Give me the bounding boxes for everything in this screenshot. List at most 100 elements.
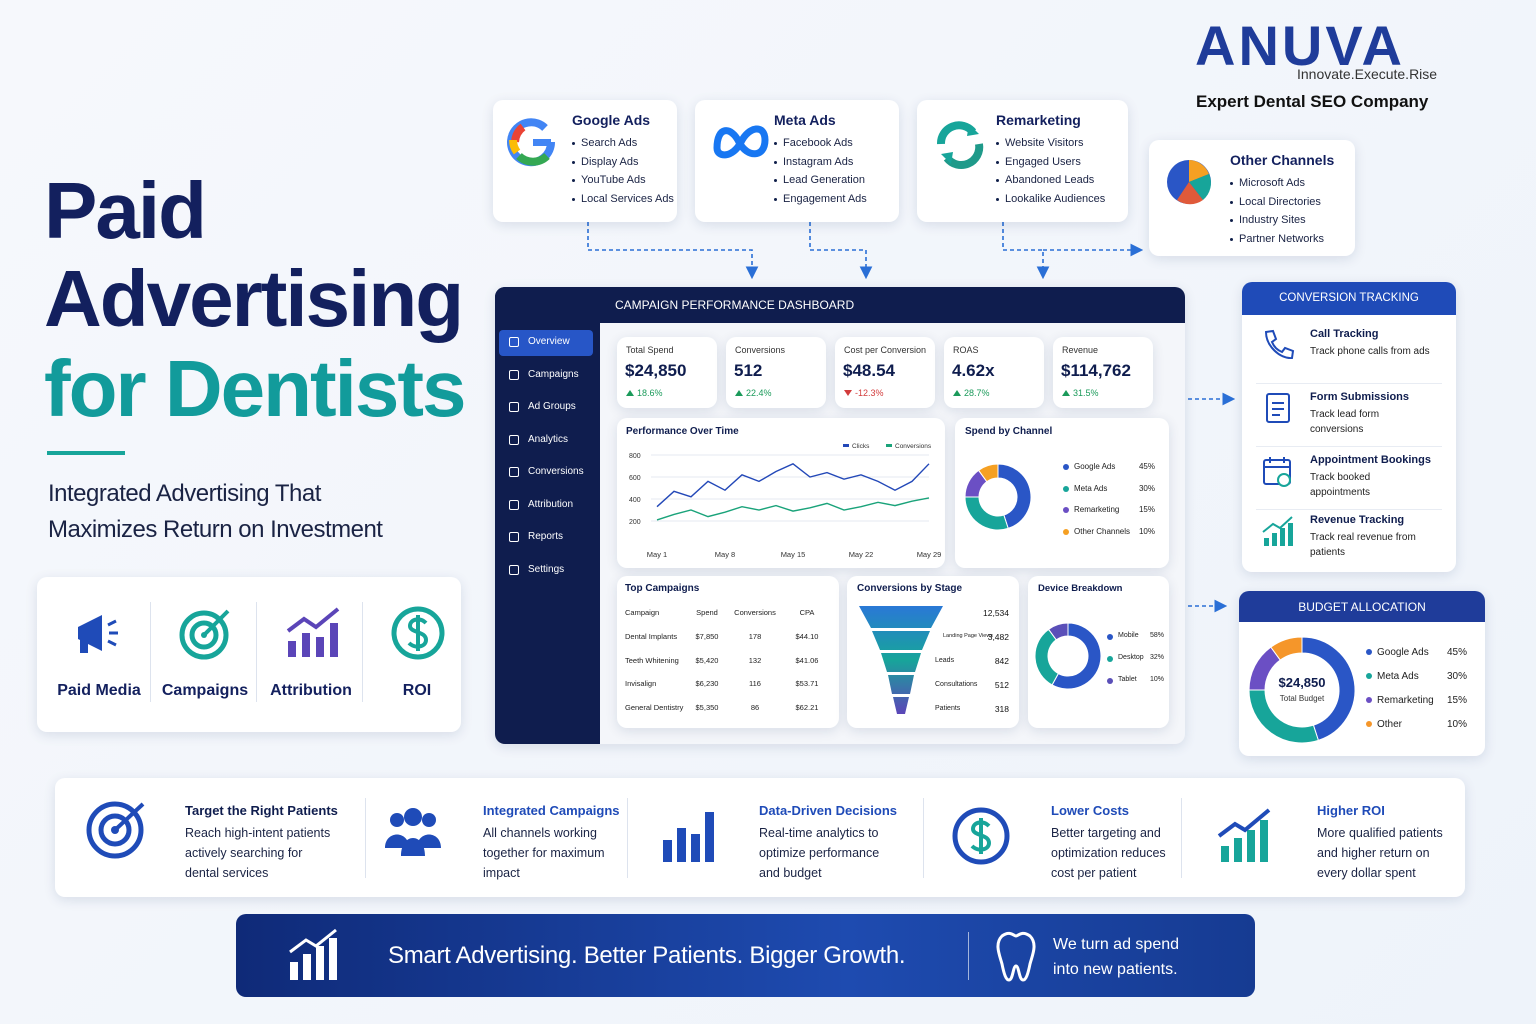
channel-icon	[713, 125, 769, 159]
stage-count: 318	[994, 704, 1009, 714]
nav-icon	[509, 337, 519, 347]
panel-title: Spend by Channel	[965, 426, 1053, 437]
conversion-panel: CONVERSION TRACKING Call Tracking Track ph…	[1242, 282, 1456, 572]
kpi-card: Revenue $114,762 31.5%	[1053, 337, 1153, 408]
channel-item: Industry Sites	[1229, 214, 1306, 226]
tracking-text: Track real revenue from patients	[1310, 532, 1416, 558]
pillar-icon	[179, 609, 230, 660]
table-header: Campaign	[625, 608, 660, 617]
hero-title: Advertising	[44, 254, 464, 343]
tracking-icon	[1263, 457, 1291, 487]
table-cell: Dental Implants	[625, 632, 678, 641]
benefit-icon	[86, 801, 145, 859]
pillar-divider	[256, 602, 257, 702]
benefit-text: Reach high-intent patients actively sear…	[185, 826, 331, 880]
kpi-card: Total Spend $24,850 18.6%	[617, 337, 717, 408]
legend-label: Mobile	[1118, 632, 1139, 639]
channel-item: Facebook Ads	[773, 137, 853, 149]
performance-panel: Performance Over Time 200 400 600 800 May 1 Ma…	[617, 418, 945, 568]
benefit-divider	[923, 798, 924, 878]
benefit-icon	[952, 807, 1010, 865]
channel-item: YouTube Ads	[571, 174, 646, 186]
divider	[1256, 383, 1442, 384]
y-tick-label: 600	[629, 475, 641, 482]
legend-value: 30%	[1446, 671, 1467, 682]
legend-swatch	[886, 444, 892, 447]
legend-dot	[1107, 678, 1113, 684]
stage-label: Leads	[935, 657, 955, 664]
legend-dot	[1107, 634, 1113, 640]
table-cell: $53.71	[795, 679, 819, 688]
legend-dot	[1366, 673, 1372, 679]
stage-label: Patients	[935, 705, 961, 712]
channel-item: Engagement Ads	[773, 193, 867, 205]
nav-item: Campaigns	[528, 368, 579, 380]
legend-label: Clicks	[852, 443, 870, 450]
donut-segment	[964, 496, 1009, 531]
donut-segment	[997, 463, 1032, 530]
tooth-icon	[996, 931, 1036, 982]
nav-icon	[509, 499, 519, 510]
donut-chart	[1034, 622, 1102, 690]
stage-count: 3,482	[987, 632, 1009, 642]
table-header: Conversions	[734, 608, 776, 617]
benefit-text: Better targeting and optimization reduce…	[1051, 826, 1166, 880]
benefits-strip: Target the Right Patients Reach high-inte…	[55, 778, 1465, 897]
legend-dot	[1063, 485, 1069, 492]
legend-value: 58%	[1149, 632, 1164, 639]
legend-dot	[1366, 697, 1372, 703]
table-cell: $5,350	[695, 702, 719, 712]
budget-panel: BUDGET ALLOCATION $24,850 Total Budget Goog…	[1239, 591, 1485, 756]
series-line	[656, 462, 930, 508]
panel-header-text: CONVERSION TRACKING	[1279, 292, 1419, 304]
benefit-text: More qualified patients and higher retur…	[1317, 826, 1443, 880]
stage-count: 12,534	[983, 608, 1009, 618]
spend-panel: Spend by Channel Google Ads 45% Meta Ads 30%…	[955, 418, 1169, 568]
panel-header	[1242, 282, 1456, 315]
x-tick-label: May 22	[849, 550, 874, 559]
line-chart: 200 400 600 800 May 1 May 8 May 15 May 22 May 29…	[629, 443, 941, 559]
pillar-icon	[391, 606, 445, 660]
kpi-change: -12.3%	[844, 388, 884, 398]
dashboard-header	[495, 287, 1185, 323]
table-cell: 116	[749, 679, 761, 688]
channel-card: Remarketing Website Visitors Engaged Users…	[917, 100, 1128, 222]
legend-dot	[1366, 721, 1372, 727]
channel-item: Microsoft Ads	[1229, 177, 1305, 189]
panel-title: Top Campaigns	[625, 583, 700, 594]
channel-item: Website Visitors	[995, 137, 1083, 149]
stage-count: 512	[994, 680, 1009, 690]
kpi-change: 22.4%	[735, 388, 772, 398]
tracking-title: Form Submissions	[1310, 391, 1410, 403]
tracking-title: Appointment Bookings	[1310, 454, 1431, 466]
benefit-divider	[1181, 798, 1182, 878]
table-cell: General Dentistry	[625, 702, 684, 712]
hero-subtitle: Maximizes Return on Investment	[48, 516, 383, 543]
legend-dot	[1107, 656, 1113, 662]
legend-dot	[1063, 464, 1069, 470]
kpi-label: ROAS	[953, 345, 979, 355]
x-tick-label: May 1	[647, 550, 667, 559]
legend-value: 32%	[1149, 654, 1164, 661]
benefit-text: All channels working together for maximu…	[483, 826, 605, 880]
kpi-card: ROAS 4.62x 28.7%	[944, 337, 1044, 408]
budget-total-label: Total Budget	[1279, 694, 1325, 703]
channel-title: Remarketing	[996, 112, 1081, 128]
pillar-label: Paid Media	[57, 682, 141, 699]
benefit-title: Lower Costs	[1051, 803, 1130, 818]
legend-label: Other	[1377, 719, 1403, 730]
donut-chart	[964, 463, 1032, 531]
channel-item: Search Ads	[571, 137, 637, 149]
legend-value: 10%	[1138, 526, 1155, 536]
kpi-label: Cost per Conversion	[844, 345, 927, 355]
legend-value: 15%	[1446, 695, 1467, 706]
kpi-value: 512	[734, 361, 763, 380]
benefit-title: Target the Right Patients	[185, 803, 338, 818]
dashboard-title: CAMPAIGN PERFORMANCE DASHBOARD	[615, 298, 855, 312]
panel-title: Performance Over Time	[626, 426, 739, 437]
pillar-icon	[286, 607, 340, 657]
campaigns-panel: Top Campaigns Campaign Spend Conversions CPA…	[617, 576, 839, 728]
benefit-icon	[1217, 808, 1271, 862]
legend-label: Desktop	[1118, 654, 1144, 661]
